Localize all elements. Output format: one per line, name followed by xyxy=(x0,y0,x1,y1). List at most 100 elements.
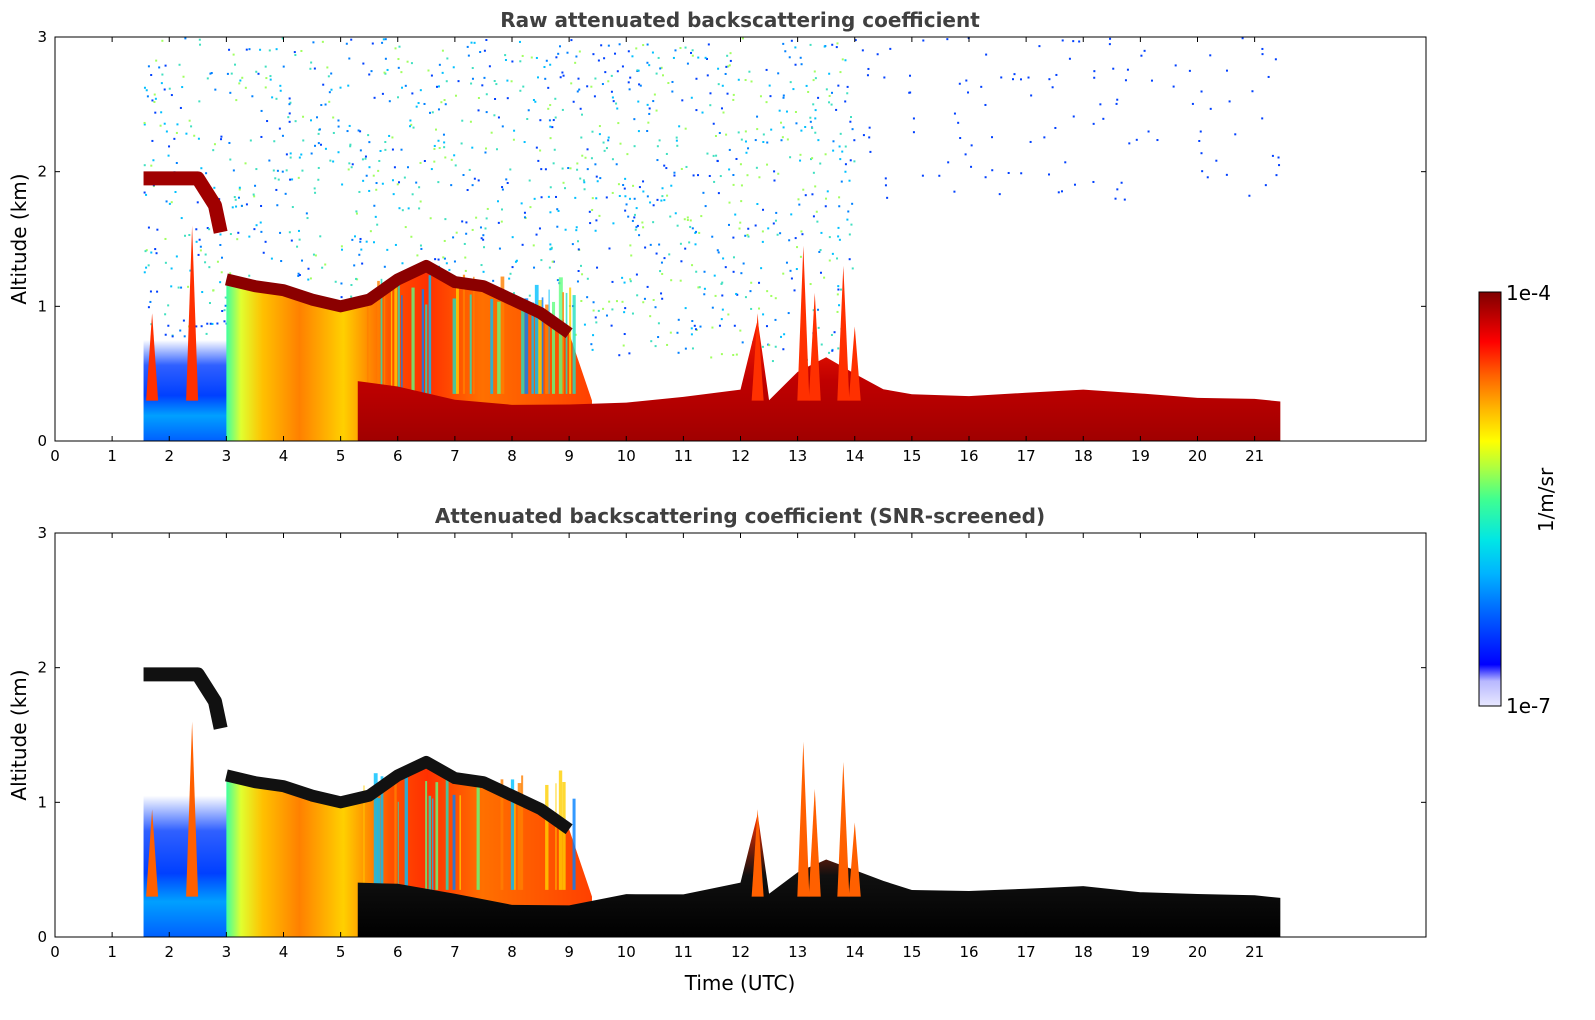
panel-raw-noise-dot xyxy=(255,70,258,73)
panel-screened-xtick-label: 2 xyxy=(164,943,174,961)
panel-raw-noise-dot xyxy=(453,260,456,263)
panel-raw-noise-dot xyxy=(657,322,660,325)
panel-raw-noise-dot xyxy=(661,195,664,198)
panel-raw-noise-dot xyxy=(1251,90,1254,93)
panel-raw-noise-dot xyxy=(189,269,192,272)
panel-screened-plot-area xyxy=(143,667,1281,937)
panel-raw-noise-dot xyxy=(306,217,309,220)
panel-raw-noise-dot xyxy=(268,159,271,162)
panel-raw-noise-dot xyxy=(443,141,446,144)
panel-raw-noise-dot xyxy=(339,86,342,89)
panel-raw-noise-dot xyxy=(1234,133,1237,136)
panel-screened-xtick-label: 7 xyxy=(450,943,460,961)
panel-raw-noise-dot xyxy=(742,262,745,265)
panel-raw-noise-dot xyxy=(770,128,773,131)
panel-raw-noise-dot xyxy=(180,286,183,289)
panel-raw-noise-dot xyxy=(433,160,436,163)
panel-raw-noise-dot xyxy=(404,226,407,229)
panel-raw-noise-dot xyxy=(674,212,677,215)
panel-raw-noise-dot xyxy=(1261,117,1264,120)
panel-raw-ytick-label: 0 xyxy=(37,432,47,450)
panel-raw-noise-dot xyxy=(224,296,227,299)
panel-raw-noise-dot xyxy=(1048,78,1051,81)
panel-raw-noise-dot xyxy=(298,274,301,277)
panel-raw-noise-dot xyxy=(866,74,869,77)
panel-raw-noise-dot xyxy=(305,212,308,215)
panel-raw-noise-dot xyxy=(700,215,703,218)
panel-raw-stripe xyxy=(490,298,494,394)
panel-raw-noise-dot xyxy=(704,205,707,208)
panel-raw-noise-dot xyxy=(251,95,254,98)
panel-raw-noise-dot xyxy=(876,53,879,56)
panel-raw-xtick-label: 13 xyxy=(788,447,807,465)
panel-raw-noise-dot xyxy=(553,148,556,151)
panel-raw-noise-dot xyxy=(443,146,446,149)
panel-screened-xtick-label: 5 xyxy=(336,943,346,961)
panel-raw-noise-dot xyxy=(732,183,735,186)
panel-raw-noise-dot xyxy=(259,221,262,224)
panel-raw-noise-dot xyxy=(163,122,166,125)
panel-raw-noise-dot xyxy=(711,306,714,309)
panel-raw-noise-dot xyxy=(1064,161,1067,164)
panel-raw-noise-dot xyxy=(238,188,241,191)
panel-raw-noise-dot xyxy=(761,240,764,243)
panel-raw-noise-dot xyxy=(711,235,714,238)
panel-raw-noise-dot xyxy=(561,167,564,170)
panel-raw-noise-dot xyxy=(617,183,620,186)
panel-raw-noise-dot xyxy=(330,88,333,91)
panel-raw-noise-dot xyxy=(830,333,833,336)
panel-raw-noise-dot xyxy=(362,62,365,65)
panel-raw-noise-dot xyxy=(1114,197,1117,200)
panel-raw-noise-dot xyxy=(676,144,679,147)
panel-raw-stripe xyxy=(521,298,525,394)
panel-raw-noise-dot xyxy=(473,41,476,44)
panel-raw-noise-dot xyxy=(666,194,669,197)
panel-raw-noise-dot xyxy=(1043,136,1046,139)
panel-raw-noise-dot xyxy=(744,234,747,237)
panel-raw-noise-dot xyxy=(212,289,215,292)
panel-raw-noise-dot xyxy=(848,233,851,236)
panel-raw-noise-dot xyxy=(549,248,552,251)
panel-screened-xtick-label: 10 xyxy=(617,943,636,961)
panel-raw-noise-dot xyxy=(463,242,466,245)
panel-raw-noise-dot xyxy=(1267,75,1270,78)
panel-raw-noise-dot xyxy=(208,228,211,231)
panel-raw-noise-dot xyxy=(666,343,669,346)
panel-raw-noise-dot xyxy=(771,360,774,363)
panel-screened-stripe xyxy=(517,783,522,890)
panel-raw-noise-dot xyxy=(397,66,400,69)
panel-raw-noise-dot xyxy=(676,331,679,334)
panel-raw-noise-dot xyxy=(853,160,856,163)
panel-raw-noise-dot xyxy=(276,169,279,172)
panel-raw-noise-dot xyxy=(464,256,467,259)
panel-raw-noise-dot xyxy=(430,168,433,171)
panel-raw-noise-dot xyxy=(623,187,626,190)
panel-raw-noise-dot xyxy=(695,109,698,112)
panel-raw-noise-dot xyxy=(824,153,827,156)
panel-raw-noise-dot xyxy=(1274,58,1277,61)
panel-raw-noise-dot xyxy=(465,221,468,224)
panel-raw-noise-dot xyxy=(654,345,657,348)
panel-raw-noise-dot xyxy=(782,96,785,99)
panel-raw-noise-dot xyxy=(846,92,849,95)
panel-raw-noise-dot xyxy=(419,161,422,164)
panel-raw-noise-dot xyxy=(348,57,351,60)
panel-raw-noise-dot xyxy=(307,267,310,270)
panel-raw-noise-dot xyxy=(778,109,781,112)
panel-raw-noise-dot xyxy=(151,99,154,102)
panel-raw-noise-dot xyxy=(635,47,638,50)
panel-raw-noise-dot xyxy=(1054,126,1057,129)
panel-raw-noise-dot xyxy=(237,196,240,199)
panel-screened-elevated-layer xyxy=(143,667,228,730)
panel-raw-noise-dot xyxy=(260,135,263,138)
panel-raw-noise-dot xyxy=(652,100,655,103)
panel-raw-noise-dot xyxy=(396,183,399,186)
panel-raw-noise-dot xyxy=(812,215,815,218)
panel-raw-noise-dot xyxy=(464,269,467,272)
panel-raw-noise-dot xyxy=(201,291,204,294)
panel-screened-xtick-label: 19 xyxy=(1131,943,1150,961)
panel-raw-noise-dot xyxy=(473,177,476,180)
panel-raw-noise-dot xyxy=(213,186,216,189)
panel-raw-noise-dot xyxy=(635,226,638,229)
panel-raw-noise-dot xyxy=(374,215,377,218)
